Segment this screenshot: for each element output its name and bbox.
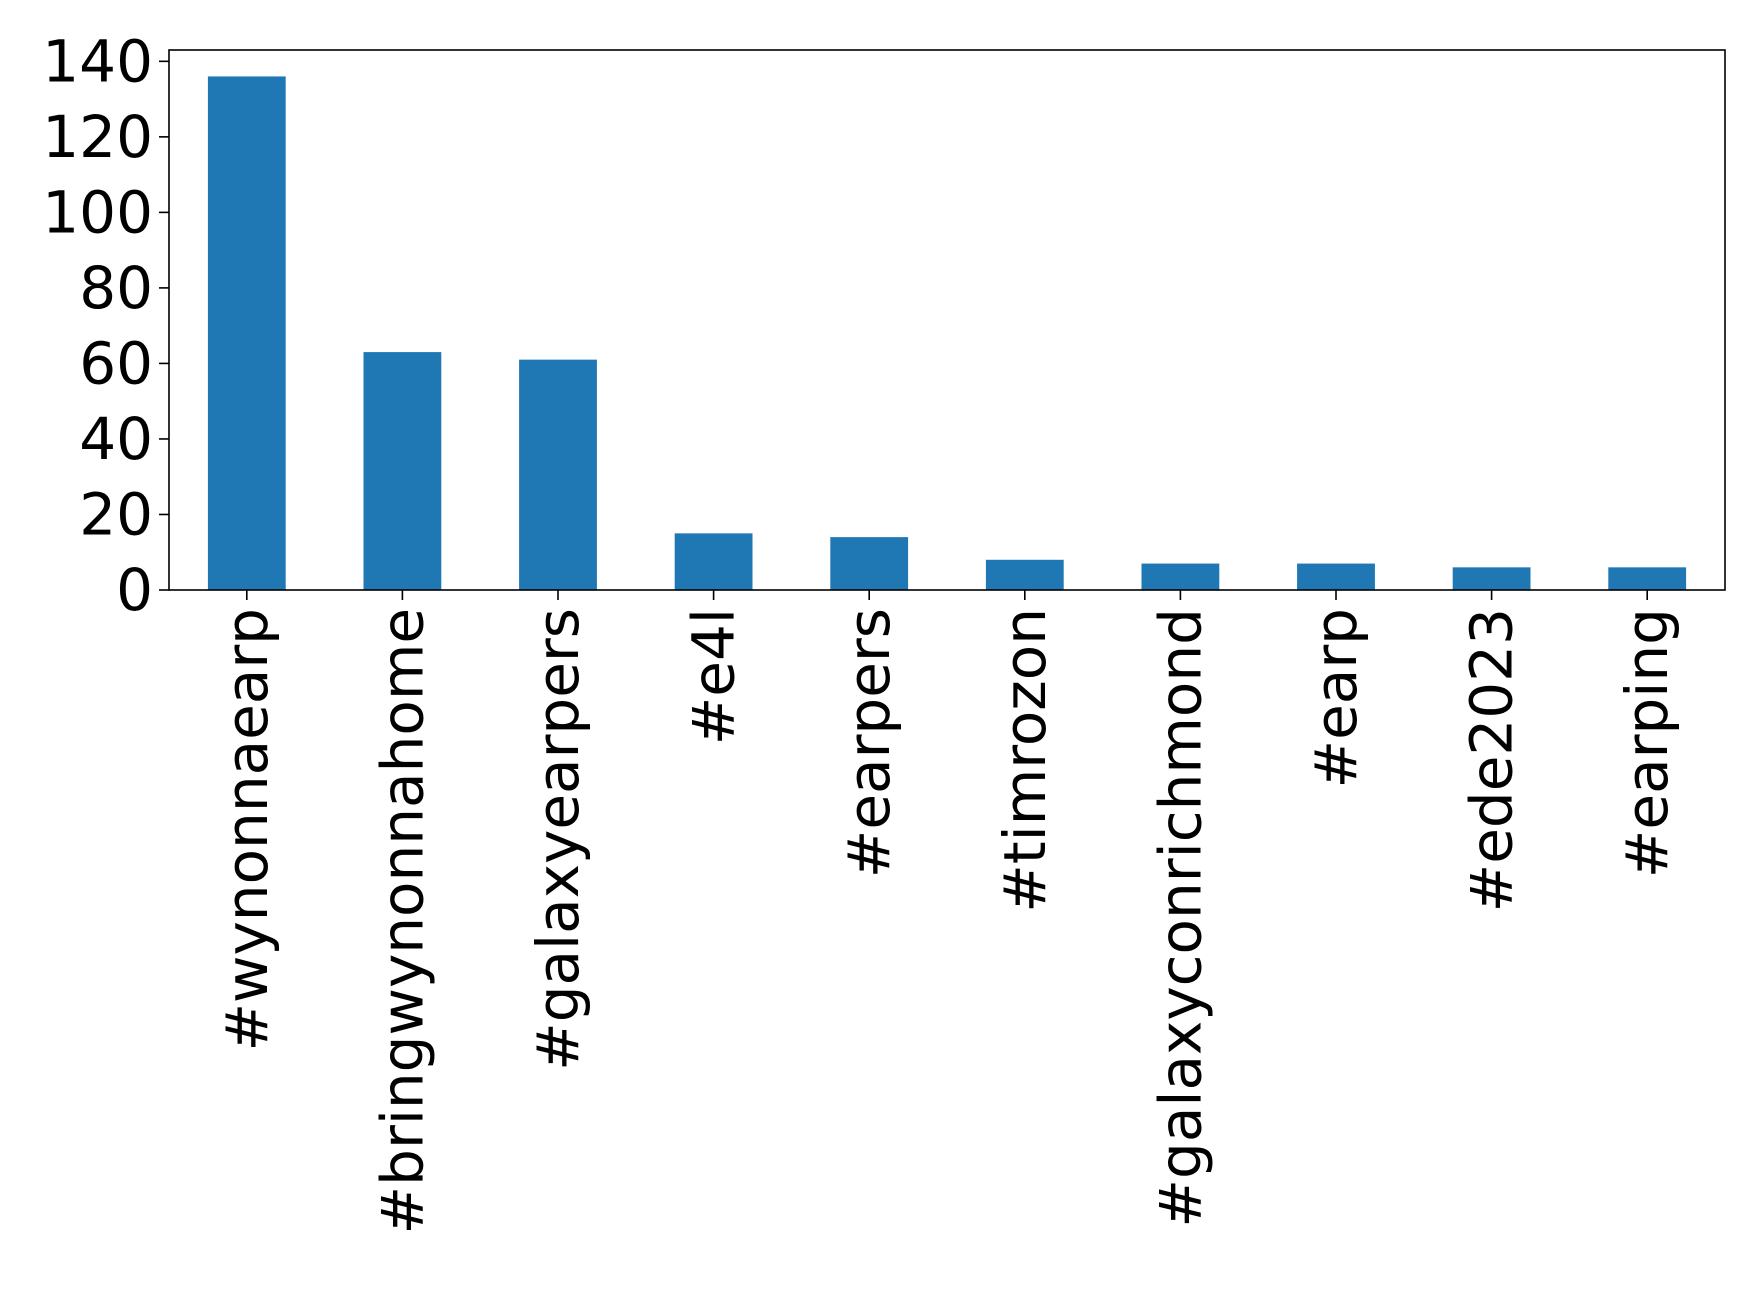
x-axis: #wynonnaearp #bringwynonnahome #galaxyearp… <box>213 590 1681 1234</box>
plot-frame <box>168 49 1726 591</box>
x-tick-label-timrozon: #timrozon <box>991 608 1059 913</box>
y-tick-label-60: 60 <box>79 329 153 397</box>
y-tick-label-120: 120 <box>42 103 153 171</box>
x-tick-label-earpers: #earpers <box>835 608 903 878</box>
bar-timrozon <box>985 559 1064 590</box>
y-tick-label-80: 80 <box>79 254 153 322</box>
bar-galaxyearpers <box>519 359 597 590</box>
x-tick-label-galaxyconrichmond: #galaxyconrichmond <box>1146 608 1214 1228</box>
bar-e4l <box>674 533 753 590</box>
x-tick-label-wynonnaearp: #wynonnaearp <box>213 608 281 1052</box>
bar-galaxyconrichmond <box>1141 563 1220 590</box>
y-tick-label-140: 140 <box>42 27 153 95</box>
x-tick-label-bringwynonnahome: #bringwynonnahome <box>368 608 436 1234</box>
x-tick-label-earping: #earping <box>1613 608 1681 878</box>
bars <box>207 76 1687 590</box>
x-tick-label-ede2023: #ede2023 <box>1458 608 1526 912</box>
y-tick-label-40: 40 <box>79 405 153 473</box>
bar-wynonnaearp <box>207 76 286 590</box>
bar-earping <box>1608 567 1687 590</box>
x-tick-label-e4l: #e4l <box>680 608 748 745</box>
y-tick-label-0: 0 <box>116 556 153 624</box>
y-tick-label-20: 20 <box>79 480 153 548</box>
x-tick-label-earp: #earp <box>1302 608 1370 789</box>
bar-earp <box>1297 563 1375 590</box>
bar-bringwynonnahome <box>363 352 442 590</box>
y-tick-label-100: 100 <box>42 178 153 246</box>
bar-earpers <box>830 537 909 590</box>
bar-ede2023 <box>1452 567 1531 590</box>
x-tick-label-galaxyearpers: #galaxyearpers <box>524 608 592 1071</box>
y-axis: 0 20 40 60 80 100 120 140 <box>42 27 169 624</box>
